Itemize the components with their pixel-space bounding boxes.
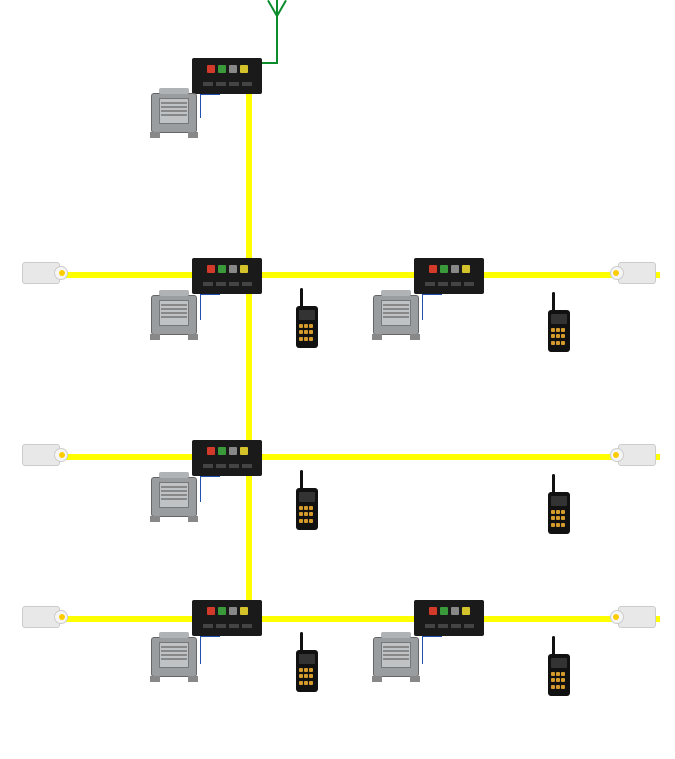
network-diagram [0,0,675,759]
power-supply-box [146,472,202,522]
antenna-pole [276,14,278,64]
signal-wire [200,294,220,295]
camera-node [22,260,62,286]
handheld-radio [548,636,570,696]
controller-unit [192,440,262,476]
signal-wire [200,94,220,95]
controller-unit [414,258,484,294]
antenna-arm [276,0,278,14]
controller-unit [192,600,262,636]
camera-node [616,442,656,468]
cable-horizontal [28,454,660,460]
handheld-radio [296,470,318,530]
cable-vertical [246,74,252,616]
handheld-radio [296,288,318,348]
signal-wire [422,636,442,637]
controller-unit [192,258,262,294]
power-supply-box [146,88,202,138]
power-supply-box [368,290,424,340]
handheld-radio [548,292,570,352]
power-supply-box [146,290,202,340]
controller-unit [192,58,262,94]
camera-node [22,604,62,630]
camera-node [616,604,656,630]
camera-node [22,442,62,468]
camera-node [616,260,656,286]
power-supply-box [146,632,202,682]
controller-unit [414,600,484,636]
signal-wire [200,636,220,637]
signal-wire [200,476,220,477]
cable-horizontal [28,272,660,278]
antenna-link [262,62,278,64]
handheld-radio [548,474,570,534]
handheld-radio [296,632,318,692]
signal-wire [422,294,442,295]
power-supply-box [368,632,424,682]
cable-horizontal [28,616,660,622]
